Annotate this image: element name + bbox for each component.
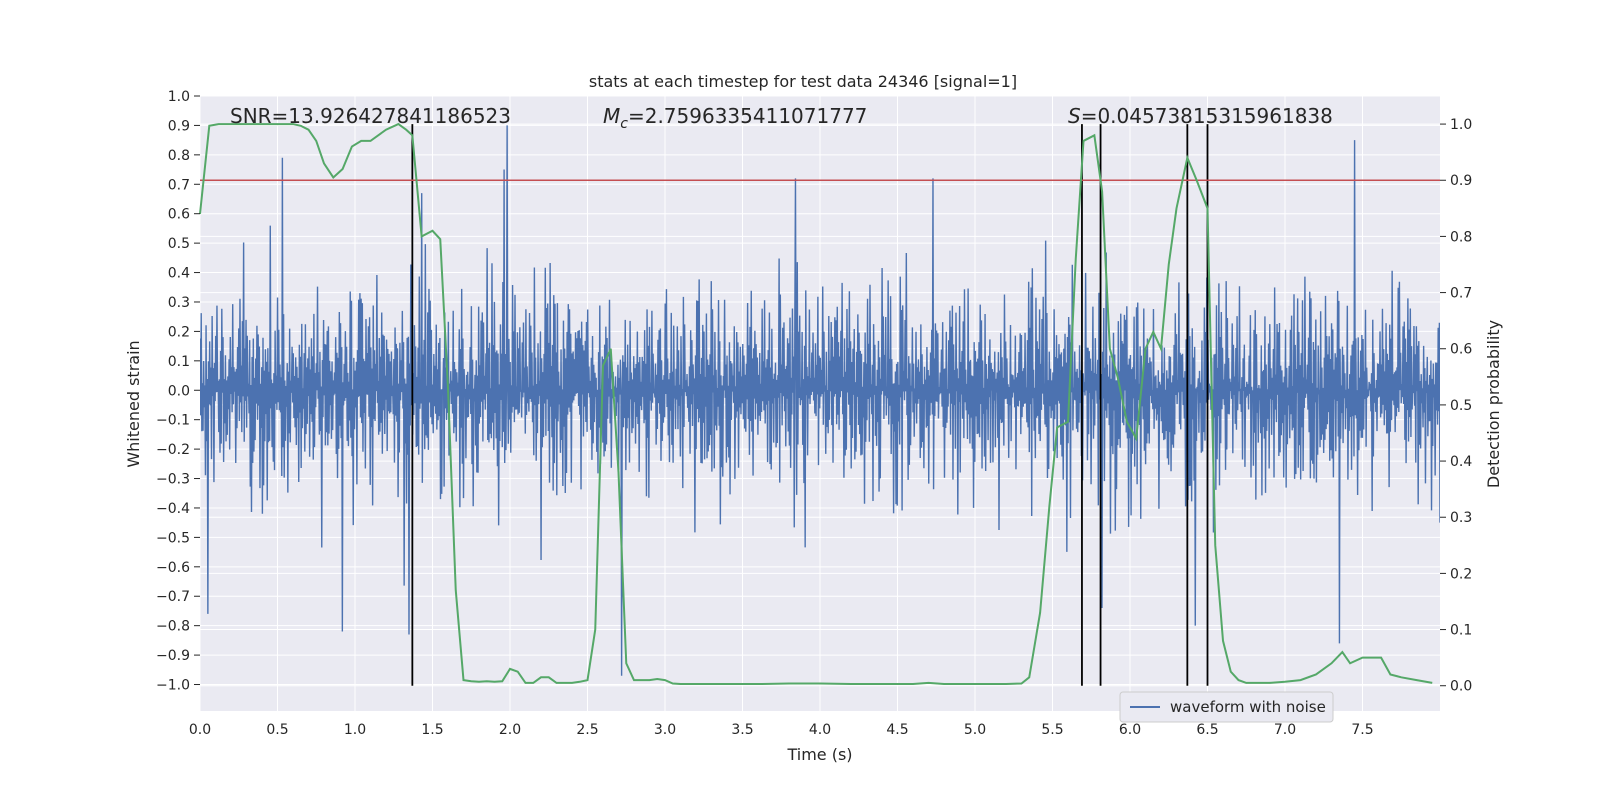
y-tick-label: −0.7 [156,589,190,605]
chart-title: stats at each timestep for test data 243… [589,72,1017,91]
strain-series [200,125,1440,676]
legend: waveform with noise [1119,691,1334,723]
x-tick-label: 5.5 [1041,722,1063,738]
snr-annotation: SNR=13.926427841186523 [230,104,511,128]
strain-line [200,125,1440,676]
y-tick-label: −0.2 [156,442,190,458]
mc-symbol: M [603,104,620,128]
y-tick-label: 0.2 [168,324,190,340]
y-tick-label: −0.9 [156,648,190,664]
y2-tick-label: 0.0 [1450,679,1472,695]
y2-tick-label: 0.3 [1450,510,1472,526]
y-tick-label: 0.8 [168,148,190,164]
x-tick-label: 4.0 [809,722,831,738]
x-tick-label: 7.5 [1351,722,1373,738]
x-axis-label: Time (s) [786,745,852,764]
y2-tick-label: 0.2 [1450,566,1472,582]
y-tick-label: −0.1 [156,413,190,429]
legend-box [1119,691,1334,723]
y2-tick-label: 1.0 [1450,117,1472,133]
axis-ticks: 0.0 0.5 1.0 1.5 2.0 2.5 3.0 3.5 4.0 4.5 5.0 5.5 6.0 6… [156,89,1472,738]
y2-tick-label: 0.7 [1450,286,1472,302]
y2-tick-label: 0.8 [1450,229,1472,245]
y2-tick-label: 0.1 [1450,623,1472,639]
y-tick-label: −0.6 [156,560,190,576]
mc-subscript: c [620,116,628,132]
y-tick-label: 0.4 [168,266,190,282]
probability-line [199,122,1433,686]
x-tick-label: 2.5 [576,722,598,738]
s-symbol: S [1068,104,1081,128]
x-tick-label: 0.5 [266,722,288,738]
legend-label: waveform with noise [1170,698,1326,716]
y-axis-label: Whitened strain [124,340,143,467]
y-tick-label: −0.8 [156,619,190,635]
x-tick-label: 6.5 [1196,722,1218,738]
y2-tick-label: 0.9 [1450,173,1472,189]
y-tick-label: 0.9 [168,118,190,134]
y-tick-label: 0.1 [168,354,190,370]
y-tick-label: 1.0 [168,89,190,105]
y2-tick-label: 0.5 [1450,398,1472,414]
chirp-mass-annotation: Mc=2.7596335411071777 [603,104,867,132]
y-tick-label: 0.5 [168,236,190,252]
x-tick-label: 7.0 [1274,722,1296,738]
y2-tick-label: 0.6 [1450,342,1472,358]
y-tick-label: −0.5 [156,530,190,546]
y-tick-label: −0.4 [156,501,190,517]
x-tick-label: 3.5 [731,722,753,738]
y-tick-label: −0.3 [156,472,190,488]
spin-annotation: S=0.04573815315961838 [1068,104,1333,128]
y-tick-label: 0.7 [168,177,190,193]
y2-axis-label: Detection probability [1484,320,1503,488]
y2-tick-label: 0.4 [1450,454,1472,470]
y-tick-label: 0.3 [168,295,190,311]
y-tick-label: 0.0 [168,383,190,399]
x-tick-label: 1.0 [344,722,366,738]
x-tick-label: 3.0 [654,722,676,738]
x-tick-label: 5.0 [964,722,986,738]
probability-series-group [199,122,1433,686]
x-tick-label: 0.0 [189,722,211,738]
x-tick-label: 4.5 [886,722,908,738]
y-tick-label: −1.0 [156,678,190,694]
mc-value: =2.7596335411071777 [628,104,867,128]
y-tick-label: 0.6 [168,207,190,223]
s-value: =0.04573815315961838 [1081,104,1333,128]
x-tick-label: 6.0 [1119,722,1141,738]
x-tick-label: 2.0 [499,722,521,738]
x-tick-label: 1.5 [421,722,443,738]
